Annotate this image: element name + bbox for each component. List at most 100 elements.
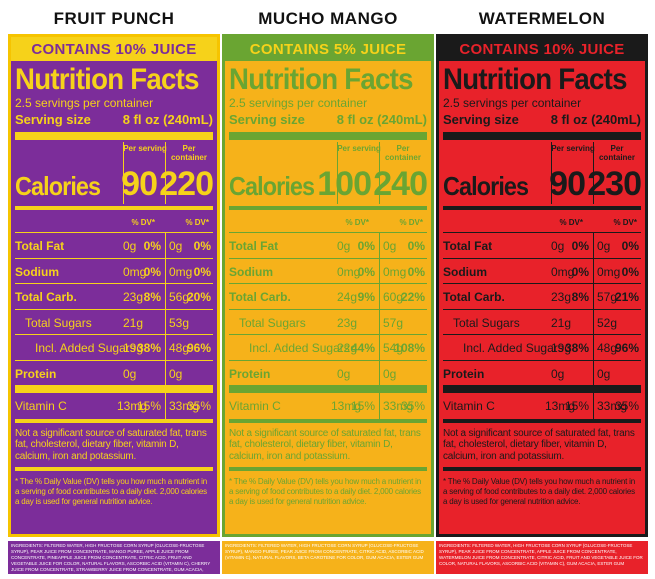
- nutrient-dv-container: 0%: [407, 264, 425, 279]
- nutrient-dv-container: 108%: [394, 341, 425, 355]
- vitamin-label: Vitamin C: [443, 399, 495, 413]
- calories-per-container: 220: [159, 165, 214, 203]
- serving-size-label: Serving size: [229, 112, 305, 127]
- nutrient-amount-serving: 0g: [337, 239, 351, 253]
- nutrient-dv-serving: 44%: [350, 341, 375, 355]
- nutrient-amount-container: 0mg: [169, 264, 193, 279]
- nutrient-label: Total Sugars: [239, 315, 306, 330]
- serving-size: Serving size 8 fl oz (240mL): [229, 112, 427, 128]
- column-divider: [379, 233, 380, 258]
- thick-rule: [15, 385, 213, 393]
- nutrient-label: Total Fat: [15, 239, 65, 253]
- calories-per-serving: 90: [549, 165, 586, 203]
- vitamin-dv-serving: 15%: [136, 399, 161, 413]
- daily-value-footnote: * The % Daily Value (DV) tells you how m…: [15, 477, 207, 506]
- servings-per-container: 2.5 servings per container: [15, 96, 154, 110]
- nutrient-dv-container: 0%: [621, 264, 639, 279]
- nutrient-dv-serving: 0%: [357, 264, 375, 279]
- column-divider: [165, 258, 166, 283]
- thick-rule: [229, 385, 427, 393]
- serving-size-value: 8 fl oz (240mL): [550, 112, 641, 127]
- calories-per-container: 230: [587, 165, 642, 203]
- per-container-header: Per container: [598, 144, 635, 162]
- nutrient-amount-container: 0g: [597, 366, 611, 381]
- column-divider: [165, 335, 166, 360]
- nutrient-amount-container: 57g: [383, 315, 404, 330]
- dv-header-serving: % DV*: [131, 218, 155, 227]
- daily-value-footnote: * The % Daily Value (DV) tells you how m…: [443, 477, 635, 506]
- nutrient-amount-serving: 19g: [551, 341, 572, 355]
- nutrient-dv-serving: 0%: [571, 239, 589, 253]
- thick-rule: [443, 132, 641, 140]
- nutrient-row: Incl. Added Sugars 19g 38% 48g 96%: [443, 334, 641, 360]
- nutrient-label: Total Fat: [229, 239, 279, 253]
- column-divider: [379, 142, 380, 204]
- nutrient-label: Total Sugars: [25, 315, 92, 330]
- column-divider: [593, 335, 594, 360]
- juice-content-band: CONTAINS 5% JUICE: [225, 37, 431, 61]
- nutrient-amount-container: 54g: [383, 341, 404, 355]
- daily-value-header-row: % DV* % DV*: [229, 210, 427, 232]
- nutrient-dv-container: 21%: [614, 290, 639, 304]
- nutrient-amount-serving: 0g: [123, 366, 137, 381]
- nutrient-label: Total Carb.: [229, 290, 291, 304]
- nutrient-row: Total Sugars 23g 57g: [229, 308, 427, 334]
- nutrient-dv-container: 0%: [621, 239, 639, 253]
- medium-rule: [443, 467, 641, 471]
- nutrient-dv-serving: 0%: [143, 264, 161, 279]
- nutrient-row: Total Sugars 21g 53g: [15, 308, 213, 334]
- column-divider: [337, 142, 338, 204]
- nutrient-amount-container: 0g: [383, 366, 397, 381]
- nutrient-row: Total Carb. 23g 8% 56g 20%: [15, 283, 213, 309]
- nutrient-label: Sodium: [15, 264, 59, 279]
- column-divider: [551, 142, 552, 204]
- medium-rule: [15, 418, 213, 423]
- nutrient-amount-container: 0g: [597, 239, 611, 253]
- column-divider: [593, 360, 594, 385]
- column-divider: [165, 142, 166, 204]
- vitamin-amount-serving: 13mg: [545, 399, 576, 413]
- nutrient-row: Protein 0g 0g: [15, 359, 213, 385]
- serving-size: Serving size 8 fl oz (240mL): [443, 112, 641, 128]
- nutrient-label: Total Sugars: [453, 315, 520, 330]
- nutrient-dv-serving: 0%: [143, 239, 161, 253]
- nutrient-dv-serving: 8%: [143, 290, 161, 304]
- nutrient-label: Total Carb.: [15, 290, 77, 304]
- nutrient-dv-container: 96%: [186, 341, 211, 355]
- nutrient-label: Total Fat: [443, 239, 493, 253]
- nutrient-amount-serving: 21g: [551, 315, 572, 330]
- dv-header-container: % DV*: [185, 218, 209, 227]
- column-divider: [379, 393, 380, 419]
- nutrient-dv-container: 0%: [193, 264, 211, 279]
- serving-size-value: 8 fl oz (240mL): [336, 112, 427, 127]
- nutrient-amount-serving: 0g: [337, 366, 351, 381]
- ingredients-strip: INGREDIENTS: FILTERED WATER, HIGH FRUCTO…: [8, 541, 220, 574]
- column-divider: [123, 142, 124, 204]
- nutrient-amount-serving: 0g: [551, 239, 565, 253]
- vitamin-dv-container: 35%: [186, 399, 211, 413]
- nutrient-row: Protein 0g 0g: [443, 359, 641, 385]
- calories-per-serving: 90: [121, 165, 158, 203]
- nutrition-panel: CONTAINS 5% JUICE Nutrition Facts 2.5 se…: [222, 34, 434, 537]
- column-divider: [593, 142, 594, 204]
- nutrient-amount-serving: 0mg: [551, 264, 575, 279]
- nutrient-dv-serving: 0%: [357, 239, 375, 253]
- nutrient-amount-serving: 0mg: [337, 264, 361, 279]
- nutrient-row: Total Fat 0g 0% 0g 0%: [15, 232, 213, 258]
- servings-per-container: 2.5 servings per container: [443, 96, 582, 110]
- not-significant-source-note: Not a significant source of saturated fa…: [443, 427, 635, 462]
- medium-rule: [229, 467, 427, 471]
- calories-block: Per serving Per container Calories 90 23…: [443, 140, 642, 206]
- per-container-header: Per container: [170, 144, 207, 162]
- nutrient-amount-serving: 0g: [123, 239, 137, 253]
- dv-header-serving: % DV*: [559, 218, 583, 227]
- nutrient-label: Incl. Added Sugars: [35, 341, 136, 355]
- dv-header-serving: % DV*: [345, 218, 369, 227]
- column-divider: [165, 393, 166, 419]
- nutrient-amount-serving: 24g: [337, 290, 358, 304]
- nutrient-row: Total Sugars 21g 52g: [443, 308, 641, 334]
- nutrient-amount-container: 56g: [169, 290, 190, 304]
- calories-block: Per serving Per container Calories 90 22…: [15, 140, 214, 206]
- vitamin-label: Vitamin C: [229, 399, 281, 413]
- nutrition-panel: CONTAINS 10% JUICE Nutrition Facts 2.5 s…: [436, 34, 648, 537]
